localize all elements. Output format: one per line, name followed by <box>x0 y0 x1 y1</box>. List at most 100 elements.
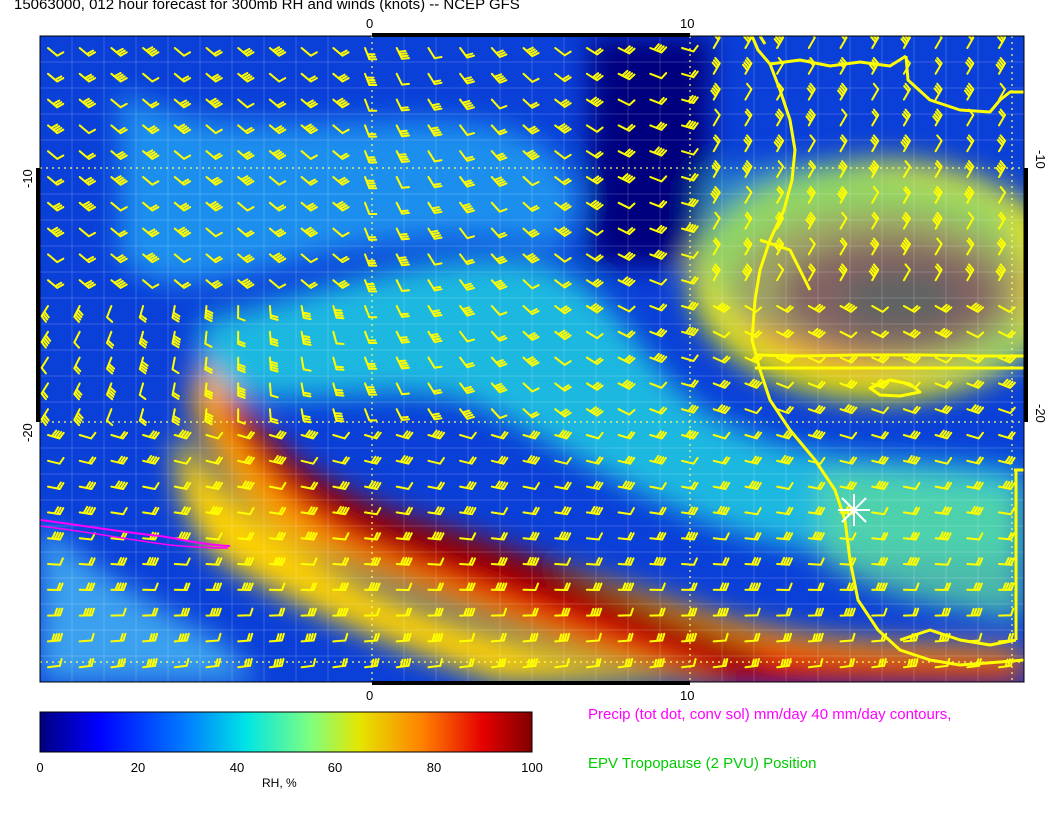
wind-barb-icon <box>47 429 65 440</box>
wind-barb-icon <box>490 150 508 162</box>
wind-barb-icon <box>364 227 378 241</box>
wind-barb-icon <box>934 134 943 153</box>
wind-barb-icon <box>585 47 604 56</box>
wind-barb-icon <box>617 148 636 158</box>
wind-barb-icon <box>839 607 856 617</box>
wind-barb-icon <box>712 108 721 127</box>
wind-barb-icon <box>364 507 382 516</box>
wind-barb-icon <box>427 506 445 516</box>
wind-barb-icon <box>744 108 753 127</box>
wind-barb-icon <box>934 557 952 566</box>
wind-barb-icon <box>268 330 279 347</box>
wind-barb-icon <box>554 253 572 263</box>
top-tick-10: 10 <box>680 16 694 31</box>
wind-barb-icon <box>839 582 857 591</box>
wind-barb-icon <box>459 658 475 669</box>
wind-barb-icon <box>998 378 1016 389</box>
wind-barb-icon <box>459 150 475 162</box>
wind-barb-icon <box>395 506 413 516</box>
wind-barb-icon <box>681 326 699 337</box>
wind-barb-icon <box>205 150 223 160</box>
wind-barb-icon <box>681 148 699 156</box>
wind-barb-icon <box>395 72 410 86</box>
wind-barb-icon <box>554 123 572 134</box>
coastline <box>750 36 1024 667</box>
wind-barb-icon <box>776 186 785 204</box>
wind-barb-icon <box>681 456 699 465</box>
wind-barb-icon <box>490 227 508 239</box>
wind-barb-icon <box>871 658 887 669</box>
wind-barb-icon <box>585 557 603 566</box>
wind-barb-icon <box>268 279 287 289</box>
wind-barb-icon <box>522 72 540 83</box>
wind-barb-icon <box>839 404 858 415</box>
wind-barb-icon <box>965 57 975 75</box>
wind-barb-icon <box>205 582 223 591</box>
wind-barb-icon <box>78 97 96 109</box>
wind-barb-icon <box>364 176 378 190</box>
wind-barb-icon <box>902 556 920 566</box>
wind-barb-icon <box>268 506 287 516</box>
wind-barb-icon <box>300 98 318 109</box>
wind-barb-icon <box>934 582 952 591</box>
wind-barb-icon <box>522 506 540 516</box>
wind-barb-icon <box>554 201 572 212</box>
wind-barb-icon <box>427 557 445 566</box>
wind-barb-icon <box>807 263 816 282</box>
wind-barb-icon <box>649 556 667 566</box>
wind-barb-icon <box>839 379 858 389</box>
wind-barb-icon <box>744 330 763 339</box>
wind-barb-icon <box>78 632 95 643</box>
wind-barb-icon <box>839 237 848 256</box>
wind-barb-icon <box>901 108 911 127</box>
wind-barb-icon <box>617 123 636 132</box>
wind-barb-icon <box>427 607 444 617</box>
wind-barb-icon <box>78 582 96 591</box>
wind-barb-icon <box>807 557 825 566</box>
wind-barb-icon <box>617 582 635 591</box>
wind-barb-icon <box>205 253 223 264</box>
wind-barb-icon <box>459 98 475 111</box>
wind-barb-icon <box>490 431 509 440</box>
wind-barb-icon <box>268 582 286 591</box>
wind-barb-icon <box>142 632 159 643</box>
wind-barb-icon <box>490 305 508 316</box>
wind-barb-icon <box>300 382 312 398</box>
wind-barb-icon <box>807 356 826 364</box>
wind-barb-icon <box>776 506 794 516</box>
wind-barb-icon <box>110 632 127 643</box>
wind-barb-icon <box>966 557 984 566</box>
wind-barb-icon <box>712 658 729 669</box>
wind-barb-icon <box>712 557 730 566</box>
wind-barb-icon <box>522 430 541 440</box>
wind-barb-icon <box>237 557 255 566</box>
wind-barb-icon <box>807 531 825 541</box>
wind-barb-icon <box>776 531 794 541</box>
wind-barb-icon <box>142 176 160 186</box>
wind-barb-icon <box>395 150 410 163</box>
wind-barb-icon <box>649 146 668 157</box>
wind-barb-icon <box>300 305 312 321</box>
wind-barb-icon <box>996 237 1006 256</box>
wind-barb-icon <box>78 557 96 566</box>
wind-barb-icon <box>459 431 477 440</box>
wind-barb-icon <box>522 149 540 161</box>
wind-barb-icon <box>649 506 667 516</box>
wind-barb-icon <box>807 237 816 256</box>
wind-barb-icon <box>681 44 699 53</box>
wind-barb-icon <box>649 72 668 80</box>
wind-barb-icon <box>78 456 97 465</box>
wind-barb-icon <box>995 57 1006 75</box>
wind-barb-icon <box>73 382 83 401</box>
wind-barb-icon <box>744 378 763 389</box>
wind-barb-icon <box>268 658 285 669</box>
wind-barb-icon <box>300 429 319 440</box>
wind-barb-icon <box>617 45 636 55</box>
wind-barb-icon <box>364 532 382 541</box>
wind-barb-icon <box>300 582 318 591</box>
wind-barb-icon <box>427 201 443 214</box>
wind-barb-icon <box>522 124 540 135</box>
wind-barb-icon <box>268 46 287 57</box>
wind-barb-icon <box>871 480 889 490</box>
wind-barb-icon <box>427 176 443 189</box>
